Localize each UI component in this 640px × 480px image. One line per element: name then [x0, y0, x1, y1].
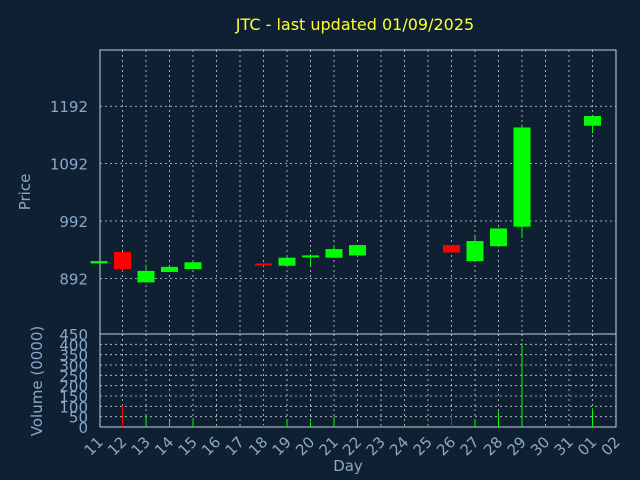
x-tick-label: 16 [198, 433, 224, 459]
candle-body [325, 249, 343, 258]
x-axis-label: Day [333, 457, 363, 475]
x-tick-label: 02 [598, 433, 624, 459]
price-tick-label: 992 [59, 213, 88, 231]
candle-body [278, 257, 296, 266]
x-tick-label: 25 [410, 433, 436, 459]
volume-axis-label: Volume (0000) [28, 326, 46, 436]
candle-body [466, 241, 484, 262]
volume-tick-label: 450 [59, 326, 88, 344]
price-plot-frame [99, 49, 617, 335]
x-tick-label: 13 [128, 433, 154, 459]
price-tick-label: 1092 [50, 156, 88, 174]
candle-body [349, 245, 366, 256]
x-tick-label: 23 [363, 433, 389, 459]
candle-body [114, 251, 131, 270]
x-tick-label: 30 [527, 433, 553, 459]
candle-body [302, 255, 319, 258]
candle-body [90, 261, 108, 264]
volume-tick-label: 250 [59, 367, 88, 385]
candle-body [161, 266, 178, 273]
x-tick-label: 28 [480, 433, 506, 459]
volume-tick-label: 300 [59, 357, 88, 375]
x-tick-label: 26 [433, 433, 459, 459]
x-tick-label: 17 [222, 433, 248, 459]
x-tick-label: 15 [175, 433, 201, 459]
x-tick-label: 29 [504, 433, 530, 459]
candle-body [513, 127, 531, 227]
volume-tick-label: 0 [78, 419, 88, 437]
volume-tick-label: 150 [59, 388, 88, 406]
x-tick-label: 12 [104, 433, 130, 459]
x-tick-label: 14 [151, 433, 177, 459]
x-tick-label: 20 [292, 433, 318, 459]
price-panel: 892 992 1092 1192 [50, 49, 617, 335]
candle-body [584, 115, 601, 126]
x-tick-label: 01 [574, 433, 600, 459]
chart-title: JTC - last updated 01/09/2025 [235, 15, 474, 34]
candle-body [490, 228, 507, 247]
x-tick-label: 24 [386, 433, 412, 459]
volume-tick-label: 50 [69, 409, 88, 427]
x-tick-label: 31 [551, 433, 577, 459]
volume-tick-label: 400 [59, 336, 88, 354]
candle-body [443, 245, 460, 253]
x-tick-label: 22 [339, 433, 365, 459]
price-axis-label: Price [16, 174, 34, 211]
x-tick-label: 11 [81, 433, 107, 459]
x-tick-label: 21 [316, 433, 342, 459]
volume-plot-frame [99, 333, 617, 428]
volume-tick-label: 350 [59, 347, 88, 365]
price-tick-label: 1192 [50, 98, 88, 116]
x-tick-label: 27 [457, 433, 483, 459]
candle-body [184, 262, 202, 270]
x-tick-label: 19 [269, 433, 295, 459]
candle-body [137, 270, 155, 283]
price-tick-label: 892 [59, 270, 88, 288]
x-axis: 1112131415161718192021222324252627282930… [81, 433, 624, 459]
volume-tick-label: 200 [59, 378, 88, 396]
candle-body [255, 263, 272, 266]
volume-tick-label: 100 [59, 398, 88, 416]
x-tick-label: 18 [245, 433, 271, 459]
